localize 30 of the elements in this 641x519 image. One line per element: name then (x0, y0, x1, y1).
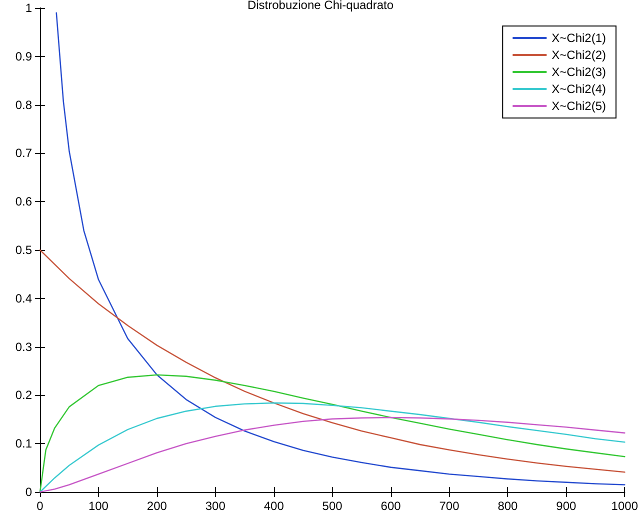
legend-label: X~Chi2(3) (552, 65, 606, 79)
y-tick-label: 0.4 (15, 291, 32, 306)
y-tick-label: 0.1 (15, 436, 32, 451)
y-tick-label: 0.8 (15, 98, 32, 112)
y-tick-label: 0.5 (15, 243, 32, 257)
x-tick-label: 700 (439, 499, 460, 513)
x-tick-label: 500 (322, 499, 343, 513)
line-series (56, 12, 626, 486)
legend-label: X~Chi2(5) (552, 99, 606, 113)
x-tick-label: 100 (88, 499, 109, 513)
x-tick-label: 900 (556, 499, 577, 513)
x-tick-label: 1000 (611, 499, 638, 513)
y-tick-label: 0 (25, 485, 32, 499)
x-tick-label: 400 (264, 499, 284, 513)
x-tick-label: 300 (205, 499, 226, 513)
x-tick-label: 800 (498, 499, 518, 513)
y-tick-label: 0.7 (15, 146, 32, 160)
y-tick-label: 0.9 (15, 49, 32, 64)
legend-label: X~Chi2(4) (552, 82, 606, 96)
legend-label: X~Chi2(1) (552, 31, 606, 45)
x-tick-label: 0 (36, 499, 44, 513)
y-tick-label: 0.2 (15, 388, 32, 402)
chart-title: Distrobuzione Chi-quadrato (247, 0, 394, 12)
y-tick-label: 1 (25, 1, 32, 15)
x-tick-label: 200 (146, 499, 168, 513)
legend-label: X~Chi2(2) (552, 48, 606, 62)
line-series (39, 249, 626, 473)
y-tick-label: 0.6 (15, 194, 32, 209)
y-tick-label: 0.3 (15, 340, 32, 354)
x-tick-label: 600 (380, 499, 402, 513)
